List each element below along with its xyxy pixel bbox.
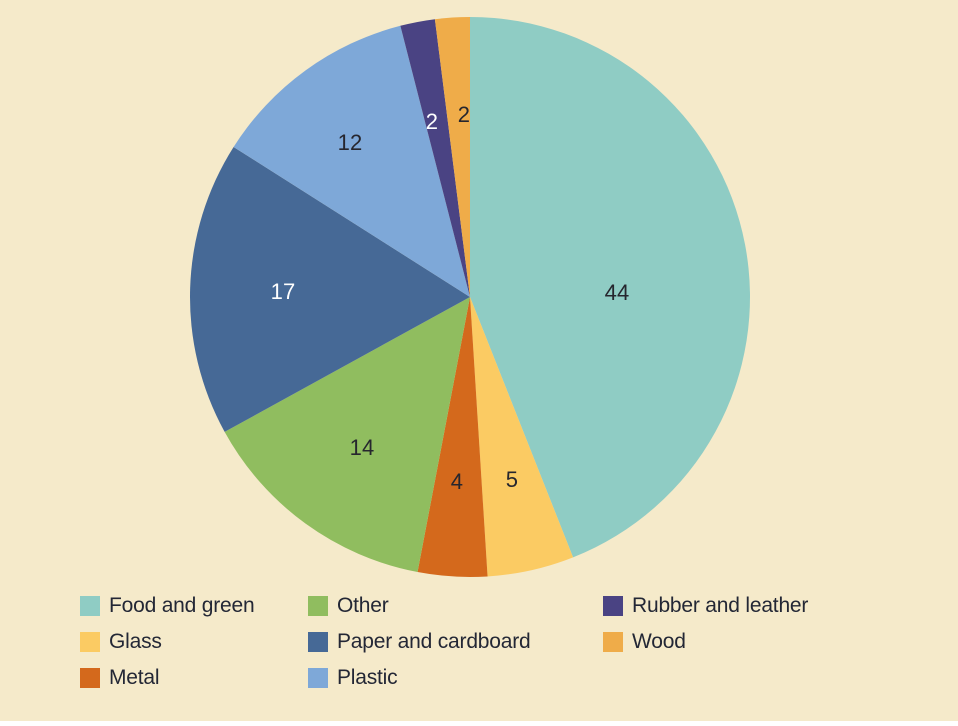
pie-value-label-plastic: 12 xyxy=(338,130,363,155)
legend-label-metal: Metal xyxy=(109,666,160,689)
pie-slice-rubber-and-leather xyxy=(400,19,470,298)
legend-label-paper-and-cardboard: Paper and cardboard xyxy=(337,630,531,653)
legend-item-food-and-green: Food and green xyxy=(80,594,255,617)
legend-item-other: Other xyxy=(308,595,531,616)
legend-item-plastic: Plastic xyxy=(308,667,531,688)
pie-value-label-paper-and-cardboard: 17 xyxy=(271,279,296,304)
legend-item-metal: Metal xyxy=(80,667,254,688)
legend-swatch-other xyxy=(308,595,328,616)
pie-value-label-rubber-and-leather: 2 xyxy=(426,109,438,134)
legend-swatch-glass xyxy=(80,631,100,652)
pie-slice-glass xyxy=(470,297,574,577)
legend-column-3: Rubber and leather Wood xyxy=(603,595,808,652)
legend-swatch-food-and-green xyxy=(80,595,100,616)
pie-value-label-food-and-green: 44 xyxy=(605,280,630,305)
pie-slice-plastic xyxy=(233,25,470,298)
pie-value-label-metal: 4 xyxy=(451,469,463,494)
legend-swatch-wood xyxy=(603,631,623,652)
legend-item-wood: Wood xyxy=(603,631,808,652)
legend-swatch-metal xyxy=(80,667,100,688)
pie-value-label-glass: 5 xyxy=(506,467,518,492)
legend-item-glass: Glass xyxy=(80,631,254,652)
pie-slice-wood xyxy=(434,17,470,297)
legend-label-wood: Wood xyxy=(632,630,686,653)
legend-swatch-paper-and-cardboard xyxy=(308,631,328,652)
legend-label-rubber-and-leather: Rubber and leather xyxy=(632,594,809,617)
legend-label-glass: Glass xyxy=(109,630,162,653)
legend-item-paper-and-cardboard: Paper and cardboard xyxy=(308,631,531,652)
legend-column-2: Other Paper and cardboard Plastic xyxy=(308,595,531,688)
legend-swatch-rubber-and-leather xyxy=(603,595,623,616)
pie-slice-food-and-green xyxy=(470,17,751,558)
legend-label-other: Other xyxy=(337,594,389,617)
legend-label-plastic: Plastic xyxy=(337,666,398,689)
pie-value-labels-group: 44 5 4 14 17 12 2 2 xyxy=(271,102,630,494)
pie-slice-metal xyxy=(417,297,488,578)
pie-value-label-wood: 2 xyxy=(458,102,470,127)
legend-swatch-plastic xyxy=(308,667,328,688)
pie-slices-group xyxy=(189,17,751,578)
pie-slice-other xyxy=(224,297,470,573)
pie-slice-paper-and-cardboard xyxy=(189,146,470,432)
legend-column-1: Food and green Glass Metal xyxy=(80,594,255,688)
pie-value-label-other: 14 xyxy=(350,435,375,460)
legend-label-food-and-green: Food and green xyxy=(109,594,255,617)
page-bottom-strip xyxy=(0,721,958,726)
legend-item-rubber-and-leather: Rubber and leather xyxy=(603,595,808,616)
